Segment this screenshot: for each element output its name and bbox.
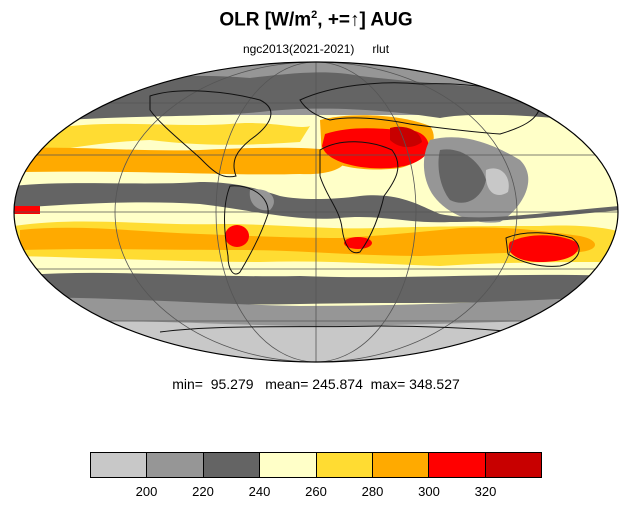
colorbar-box-0 bbox=[91, 453, 148, 477]
colorbar-box-7 bbox=[485, 453, 541, 477]
band-north-subtropic bbox=[20, 147, 345, 175]
band-north-pacific bbox=[30, 123, 310, 154]
band-south-subtropic bbox=[20, 227, 595, 256]
plot-subtitle: ngc2013(2021-2021) rlut bbox=[0, 42, 632, 56]
colorbar-label: 220 bbox=[192, 484, 214, 499]
coastlines bbox=[149, 82, 580, 335]
colorbar-label: 320 bbox=[474, 484, 497, 499]
colorbar-box-4 bbox=[316, 453, 373, 477]
colorbar-label: 200 bbox=[135, 484, 158, 499]
pacific-hot-stripe bbox=[14, 206, 40, 214]
globe-outline bbox=[13, 61, 619, 363]
itcz-atlantic-core bbox=[249, 189, 274, 211]
africa-south-hot bbox=[344, 237, 372, 249]
australia-hot bbox=[508, 235, 579, 262]
monsoon-deep bbox=[438, 149, 486, 203]
plot-title: OLR [W/m2, +=↑] AUG bbox=[219, 9, 413, 31]
colorbar-label: 240 bbox=[248, 484, 271, 499]
band-south-high bbox=[14, 296, 618, 330]
colorbar-box-2 bbox=[203, 453, 261, 477]
stats-line: min= 95.279 mean= 245.874 max= 348.527 bbox=[172, 376, 460, 392]
monsoon-core bbox=[485, 168, 509, 196]
variable-label: rlut bbox=[372, 42, 390, 56]
colorbar-label: 300 bbox=[418, 484, 440, 499]
model-label: ngc2013(2021-2021) bbox=[242, 42, 355, 56]
colorbar-box-1 bbox=[147, 453, 204, 477]
band-southern-ocean bbox=[14, 272, 618, 305]
brazil-hot bbox=[225, 225, 249, 247]
colorbar-box-6 bbox=[429, 453, 486, 477]
colorbar-box-3 bbox=[260, 453, 317, 477]
colorbar bbox=[90, 452, 542, 478]
colorbar-label: 280 bbox=[361, 484, 384, 499]
colorbar-box-5 bbox=[372, 453, 430, 477]
arabia-hottest bbox=[390, 126, 422, 148]
band-itcz bbox=[14, 182, 618, 223]
colorbar-label: 260 bbox=[305, 484, 327, 499]
graticule bbox=[14, 62, 618, 362]
